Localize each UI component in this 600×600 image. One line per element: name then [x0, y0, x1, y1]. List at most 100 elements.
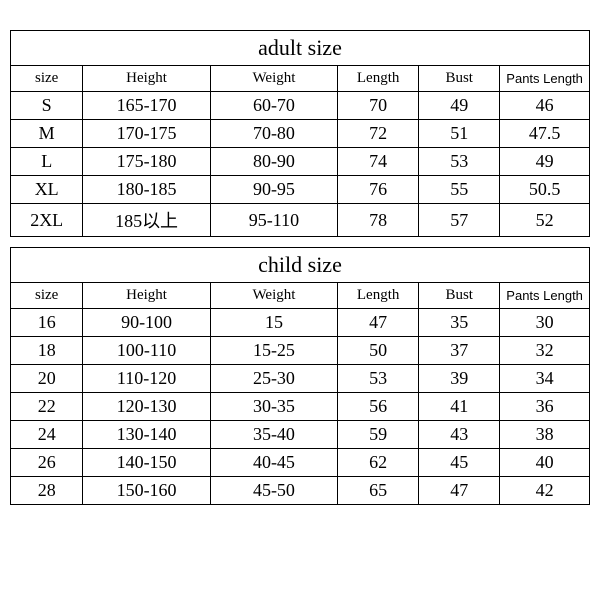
cell: 50.5 — [500, 176, 590, 204]
cell: 47.5 — [500, 120, 590, 148]
cell: 90-100 — [83, 309, 210, 337]
adult-title: adult size — [11, 31, 590, 66]
col-size: size — [11, 283, 83, 309]
table-row: 16 90-100 15 47 35 30 — [11, 309, 590, 337]
cell: 59 — [338, 421, 419, 449]
cell: 37 — [419, 337, 500, 365]
cell: 20 — [11, 365, 83, 393]
col-length: Length — [338, 283, 419, 309]
cell: 18 — [11, 337, 83, 365]
cell: 150-160 — [83, 477, 210, 505]
col-size: size — [11, 66, 83, 92]
cell: 40-45 — [210, 449, 337, 477]
cell: 65 — [338, 477, 419, 505]
cell: 32 — [500, 337, 590, 365]
cell: 45 — [419, 449, 500, 477]
cell: 74 — [338, 148, 419, 176]
cell: 70-80 — [210, 120, 337, 148]
cell: 35-40 — [210, 421, 337, 449]
table-header-row: size Height Weight Length Bust Pants Len… — [11, 283, 590, 309]
table-row: 26 140-150 40-45 62 45 40 — [11, 449, 590, 477]
cell: M — [11, 120, 83, 148]
cell: 110-120 — [83, 365, 210, 393]
cell: 40 — [500, 449, 590, 477]
table-row: 20 110-120 25-30 53 39 34 — [11, 365, 590, 393]
col-height: Height — [83, 283, 210, 309]
cell: 22 — [11, 393, 83, 421]
cell: 95-110 — [210, 204, 337, 237]
col-pants: Pants Length — [500, 66, 590, 92]
cell: 140-150 — [83, 449, 210, 477]
cell: 51 — [419, 120, 500, 148]
table-title-row: child size — [11, 248, 590, 283]
cell: 57 — [419, 204, 500, 237]
table-row: 2XL 185以上 95-110 78 57 52 — [11, 204, 590, 237]
cell: 30 — [500, 309, 590, 337]
cell: 170-175 — [83, 120, 210, 148]
cell: XL — [11, 176, 83, 204]
cell: 120-130 — [83, 393, 210, 421]
cell: 41 — [419, 393, 500, 421]
cell: 62 — [338, 449, 419, 477]
cell: 35 — [419, 309, 500, 337]
cell: 80-90 — [210, 148, 337, 176]
cell: 34 — [500, 365, 590, 393]
cell: 43 — [419, 421, 500, 449]
cell: 15-25 — [210, 337, 337, 365]
cell: 185以上 — [83, 204, 210, 237]
col-bust: Bust — [419, 66, 500, 92]
cell: 70 — [338, 92, 419, 120]
table-row: S 165-170 60-70 70 49 46 — [11, 92, 590, 120]
col-length: Length — [338, 66, 419, 92]
cell: 46 — [500, 92, 590, 120]
col-weight: Weight — [210, 66, 337, 92]
cell: 53 — [419, 148, 500, 176]
cell: 100-110 — [83, 337, 210, 365]
cell: 78 — [338, 204, 419, 237]
cell: 90-95 — [210, 176, 337, 204]
cell: 52 — [500, 204, 590, 237]
cell: 56 — [338, 393, 419, 421]
table-header-row: size Height Weight Length Bust Pants Len… — [11, 66, 590, 92]
cell: 28 — [11, 477, 83, 505]
cell: 175-180 — [83, 148, 210, 176]
cell: 130-140 — [83, 421, 210, 449]
cell: 16 — [11, 309, 83, 337]
cell: 30-35 — [210, 393, 337, 421]
col-pants: Pants Length — [500, 283, 590, 309]
table-row: M 170-175 70-80 72 51 47.5 — [11, 120, 590, 148]
cell: 36 — [500, 393, 590, 421]
cell: 47 — [419, 477, 500, 505]
child-size-table: child size size Height Weight Length Bus… — [10, 247, 590, 505]
cell: 49 — [500, 148, 590, 176]
table-row: L 175-180 80-90 74 53 49 — [11, 148, 590, 176]
adult-size-table: adult size size Height Weight Length Bus… — [10, 30, 590, 237]
table-gap — [10, 237, 590, 247]
cell: 49 — [419, 92, 500, 120]
cell: 50 — [338, 337, 419, 365]
cell: 60-70 — [210, 92, 337, 120]
cell: L — [11, 148, 83, 176]
cell: S — [11, 92, 83, 120]
cell: 72 — [338, 120, 419, 148]
col-weight: Weight — [210, 283, 337, 309]
col-height: Height — [83, 66, 210, 92]
child-title: child size — [11, 248, 590, 283]
table-row: 22 120-130 30-35 56 41 36 — [11, 393, 590, 421]
cell: 38 — [500, 421, 590, 449]
table-row: XL 180-185 90-95 76 55 50.5 — [11, 176, 590, 204]
cell: 180-185 — [83, 176, 210, 204]
cell: 76 — [338, 176, 419, 204]
cell: 165-170 — [83, 92, 210, 120]
cell: 2XL — [11, 204, 83, 237]
cell: 39 — [419, 365, 500, 393]
cell: 42 — [500, 477, 590, 505]
table-row: 24 130-140 35-40 59 43 38 — [11, 421, 590, 449]
table-row: 28 150-160 45-50 65 47 42 — [11, 477, 590, 505]
table-row: 18 100-110 15-25 50 37 32 — [11, 337, 590, 365]
col-bust: Bust — [419, 283, 500, 309]
cell: 25-30 — [210, 365, 337, 393]
cell: 26 — [11, 449, 83, 477]
cell: 45-50 — [210, 477, 337, 505]
cell: 15 — [210, 309, 337, 337]
